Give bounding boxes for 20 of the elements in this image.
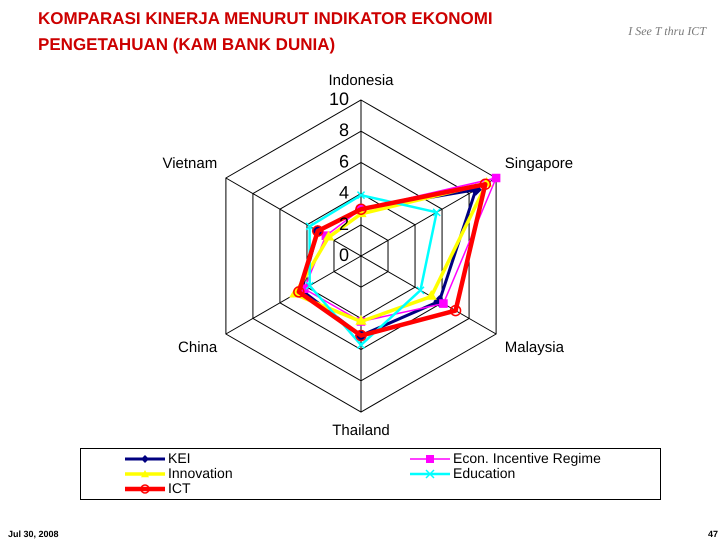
legend-label: Education: [453, 464, 516, 481]
spoke-label: Thailand: [332, 422, 390, 440]
y-tick-label: 10: [328, 88, 349, 109]
text: Jul 30, 2008: [8, 529, 59, 539]
legend-label: Innovation: [168, 464, 233, 481]
y-tick-label: 4: [338, 182, 349, 203]
chart-title: KOMPARASI KINERJA MENURUT INDIKATOR EKONOMI PENGETAHUAN (KAM BANK DUNIA): [38, 8, 494, 56]
spoke-label: Singapore: [504, 155, 574, 172]
spoke-label: Vietnam: [162, 155, 218, 172]
text: 47: [708, 529, 718, 539]
spoke-label: China: [178, 339, 218, 356]
legend-label: KEI: [168, 450, 191, 466]
y-tick-label: 0: [338, 244, 349, 265]
y-tick-label: 8: [338, 120, 349, 140]
text: I See T thru ICT: [628, 24, 706, 39]
y-tick-label: 6: [338, 151, 349, 172]
legend-label: ICT: [168, 480, 191, 496]
legend-label: Econ. Incentive Regime: [453, 450, 602, 466]
spoke-label: Indonesia: [328, 72, 394, 90]
spoke-label: Malaysia: [504, 339, 565, 356]
